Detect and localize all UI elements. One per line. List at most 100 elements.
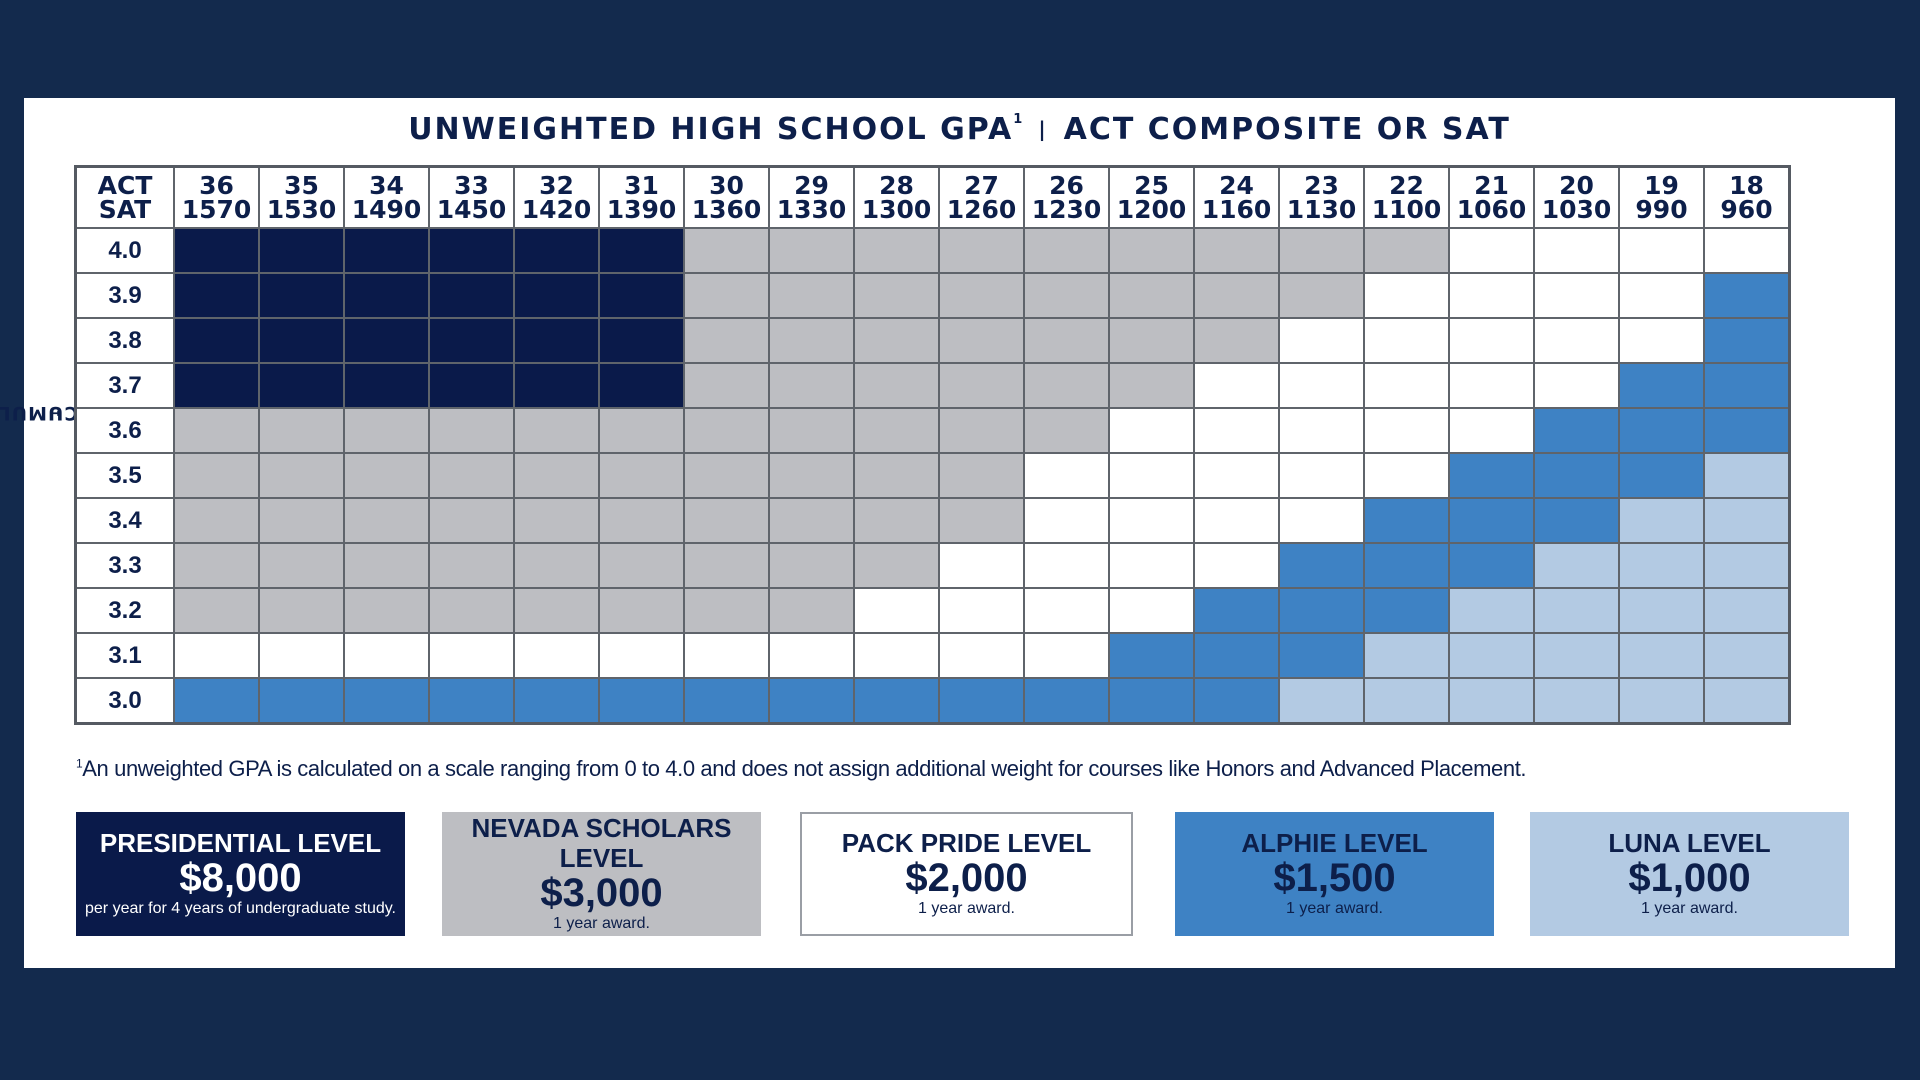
award-cell: [343, 362, 430, 409]
award-cell: [1533, 227, 1620, 274]
award-cell: [1703, 587, 1791, 634]
score-column-header: 27 1260: [938, 165, 1025, 229]
act-score-label: 18: [1729, 170, 1764, 200]
award-cell: [1363, 407, 1450, 454]
award-cell: [598, 587, 685, 634]
legend-level-name: NEVADA SCHOLARS LEVEL: [471, 813, 732, 873]
award-cell: [1703, 497, 1791, 544]
award-cell: [1448, 407, 1535, 454]
award-cell: [258, 272, 345, 319]
legend-note: per year for 4 years of undergraduate st…: [85, 900, 396, 917]
award-cell: [1533, 407, 1620, 454]
award-cell: [428, 272, 515, 319]
award-cell: [173, 407, 260, 454]
award-cell: [598, 272, 685, 319]
sat-score-label: 1490: [351, 194, 422, 224]
award-cell: [1448, 272, 1535, 319]
award-cell: [598, 227, 685, 274]
score-header-row: ACT SAT 36 1570 35 1530 34 1490 33 1450 32 1420 31…: [74, 165, 1791, 229]
act-score-label: 33: [454, 170, 489, 200]
act-score-label: 20: [1559, 170, 1594, 200]
award-cell: [683, 452, 770, 499]
act-score-label: 35: [284, 170, 319, 200]
title-left: UNWEIGHTED HIGH SCHOOL GPA: [408, 112, 1014, 147]
award-cell: [428, 587, 515, 634]
award-cell: [1618, 497, 1705, 544]
gpa-label: 3.7: [74, 362, 175, 409]
legend-amount: $1,000: [1628, 856, 1751, 900]
sat-score-label: 1530: [266, 194, 337, 224]
gpa-row: 3.6: [74, 407, 1791, 454]
award-cell: [1108, 632, 1195, 679]
award-cell: [1703, 452, 1791, 499]
award-cell: [1533, 497, 1620, 544]
award-cell: [683, 362, 770, 409]
sat-score-label: 960: [1720, 194, 1773, 224]
gpa-label: 3.4: [74, 497, 175, 544]
award-cell: [1278, 272, 1365, 319]
award-cell: [1023, 407, 1110, 454]
award-cell: [938, 272, 1025, 319]
gpa-row: 3.7: [74, 362, 1791, 409]
sat-score-label: 990: [1635, 194, 1688, 224]
award-cell: [598, 542, 685, 589]
award-cell: [173, 497, 260, 544]
award-cell: [1363, 317, 1450, 364]
gpa-label: 3.9: [74, 272, 175, 319]
act-score-label: 34: [369, 170, 404, 200]
award-cell: [1448, 452, 1535, 499]
award-cell: [173, 452, 260, 499]
score-column-header: 21 1060: [1448, 165, 1535, 229]
award-cell: [1448, 632, 1535, 679]
award-cell: [428, 542, 515, 589]
award-cell: [853, 587, 940, 634]
legend-amount: $1,500: [1273, 856, 1396, 900]
award-cell: [1193, 272, 1280, 319]
award-cell: [513, 497, 600, 544]
score-column-header: 34 1490: [343, 165, 430, 229]
gpa-row: 3.0: [74, 677, 1791, 725]
gpa-row: 3.9: [74, 272, 1791, 319]
award-cell: [343, 677, 430, 725]
footnote-text: An unweighted GPA is calculated on a sca…: [82, 756, 1527, 781]
award-cell: [853, 677, 940, 725]
award-cell: [513, 272, 600, 319]
gpa-row: 3.3: [74, 542, 1791, 589]
award-cell: [853, 407, 940, 454]
award-cell: [1023, 362, 1110, 409]
award-cell: [768, 497, 855, 544]
award-cell: [768, 272, 855, 319]
legend-level-name: LUNA LEVEL: [1608, 828, 1771, 858]
award-cell: [1363, 362, 1450, 409]
award-cell: [1448, 542, 1535, 589]
score-column-header: 18 960: [1703, 165, 1791, 229]
award-cell: [258, 677, 345, 725]
score-column-header: 20 1030: [1533, 165, 1620, 229]
score-column-header: 19 990: [1618, 165, 1705, 229]
award-cell: [343, 317, 430, 364]
score-column-header: 23 1130: [1278, 165, 1365, 229]
award-cell: [938, 677, 1025, 725]
award-cell: [258, 362, 345, 409]
sat-score-label: 1450: [436, 194, 507, 224]
score-column-header: 22 1100: [1363, 165, 1450, 229]
legend-note: 1 year award.: [918, 900, 1015, 917]
sat-score-label: 1570: [181, 194, 252, 224]
award-cell: [1703, 272, 1791, 319]
award-cell: [343, 497, 430, 544]
gpa-row: 3.2: [74, 587, 1791, 634]
award-cell: [173, 317, 260, 364]
corner-sat-label: SAT: [98, 194, 152, 224]
gpa-row: 3.4: [74, 497, 1791, 544]
award-cell: [1193, 587, 1280, 634]
award-cell: [768, 452, 855, 499]
act-score-label: 31: [624, 170, 659, 200]
award-cell: [258, 632, 345, 679]
act-score-label: 24: [1219, 170, 1254, 200]
award-cell: [1023, 677, 1110, 725]
award-cell: [173, 587, 260, 634]
sat-score-label: 1130: [1286, 194, 1357, 224]
award-cell: [1448, 677, 1535, 725]
sat-score-label: 1390: [606, 194, 677, 224]
award-cell: [343, 272, 430, 319]
